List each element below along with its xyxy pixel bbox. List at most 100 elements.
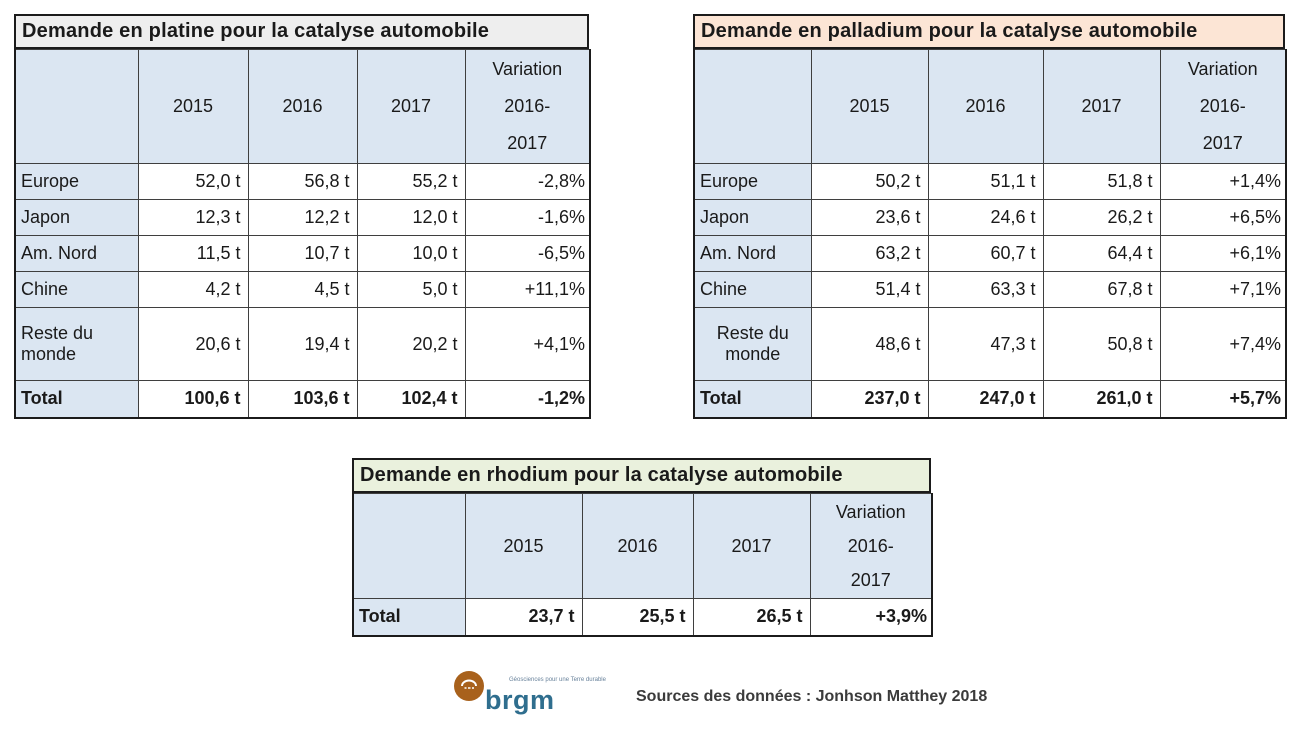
value-cell: 20,2 t <box>356 307 466 381</box>
table-row: Japon 12,3 t 12,2 t 12,0 t -1,6% <box>14 199 591 236</box>
value-cell: 48,6 t <box>810 307 929 381</box>
total-value-cell: 25,5 t <box>581 598 694 636</box>
variation-cell: -6,5% <box>464 235 591 272</box>
header-row: 2015 2016 2017 Variation 2016- 2017 <box>352 493 933 599</box>
variation-header: Variation 2016- 2017 <box>464 49 591 164</box>
sources-text: Sources des données : Jonhson Matthey 20… <box>636 688 988 705</box>
variation-cell: +7,4% <box>1159 307 1287 381</box>
value-cell: 47,3 t <box>927 307 1044 381</box>
header-row: 2015 2016 2017 Variation 2016- 2017 <box>693 49 1287 164</box>
total-row: Total 23,7 t 25,5 t 26,5 t +3,9% <box>352 598 933 636</box>
value-cell: 60,7 t <box>927 235 1044 272</box>
total-value-cell: 261,0 t <box>1042 380 1161 418</box>
value-cell: 11,5 t <box>137 235 249 272</box>
value-cell: 4,5 t <box>247 271 358 308</box>
brgm-tagline: Géosciences pour une Terre durable <box>509 677 606 683</box>
year-header-2016: 2016 <box>927 49 1044 164</box>
total-label: Total <box>352 598 466 636</box>
value-cell: 50,2 t <box>810 163 929 200</box>
total-label: Total <box>14 380 139 418</box>
value-cell: 20,6 t <box>137 307 249 381</box>
value-cell: 64,4 t <box>1042 235 1161 272</box>
variation-cell: -1,6% <box>464 199 591 236</box>
row-label: Europe <box>14 163 139 200</box>
value-cell: 12,3 t <box>137 199 249 236</box>
palladium-table: Demande en palladium pour la catalyse au… <box>693 14 1287 419</box>
variation-header-line: 2017 <box>1202 133 1243 153</box>
variation-cell: +4,1% <box>464 307 591 381</box>
value-cell: 10,7 t <box>247 235 358 272</box>
total-value-cell: 237,0 t <box>810 380 929 418</box>
total-value-cell: 103,6 t <box>247 380 358 418</box>
value-cell: 55,2 t <box>356 163 466 200</box>
row-label: Chine <box>14 271 139 308</box>
total-variation-cell: -1,2% <box>464 380 591 418</box>
variation-header-line: Variation <box>835 502 906 522</box>
footer: Géosciences pour une Terre durable brgm … <box>452 668 987 726</box>
total-row: Total 237,0 t 247,0 t 261,0 t +5,7% <box>693 380 1287 418</box>
rhodium-table: Demande en rhodium pour la catalyse auto… <box>352 458 933 637</box>
brgm-logo: Géosciences pour une Terre durable brgm <box>452 668 606 726</box>
table-row: Am. Nord 11,5 t 10,7 t 10,0 t -6,5% <box>14 235 591 272</box>
row-label: Reste du monde <box>14 307 139 381</box>
total-value-cell: 102,4 t <box>356 380 466 418</box>
corner-cell <box>693 49 812 164</box>
variation-cell: -2,8% <box>464 163 591 200</box>
value-cell: 52,0 t <box>137 163 249 200</box>
platine-table: Demande en platine pour la catalyse auto… <box>14 14 591 419</box>
value-cell: 19,4 t <box>247 307 358 381</box>
value-cell: 51,1 t <box>927 163 1044 200</box>
row-label: Am. Nord <box>693 235 812 272</box>
value-cell: 12,2 t <box>247 199 358 236</box>
table-row: Chine 51,4 t 63,3 t 67,8 t +7,1% <box>693 271 1287 308</box>
year-header-2015: 2015 <box>464 493 583 599</box>
row-label: Am. Nord <box>14 235 139 272</box>
row-label: Reste du monde <box>693 307 812 381</box>
header-row: 2015 2016 2017 Variation 2016- 2017 <box>14 49 591 164</box>
value-cell: 5,0 t <box>356 271 466 308</box>
year-header-2017: 2017 <box>692 493 811 599</box>
platine-table-title: Demande en platine pour la catalyse auto… <box>14 14 589 49</box>
row-label: Japon <box>693 199 812 236</box>
corner-cell <box>352 493 466 599</box>
value-cell: 63,2 t <box>810 235 929 272</box>
brgm-logo-icon <box>454 671 484 701</box>
table-row: Reste du monde 48,6 t 47,3 t 50,8 t +7,4… <box>693 307 1287 381</box>
variation-cell: +6,5% <box>1159 199 1287 236</box>
row-label: Japon <box>14 199 139 236</box>
total-value-cell: 247,0 t <box>927 380 1044 418</box>
total-row: Total 100,6 t 103,6 t 102,4 t -1,2% <box>14 380 591 418</box>
year-header-2017: 2017 <box>1042 49 1161 164</box>
palladium-data-grid: 2015 2016 2017 Variation 2016- 2017 Euro… <box>693 49 1287 419</box>
year-header-2017: 2017 <box>356 49 466 164</box>
variation-header: Variation 2016- 2017 <box>1159 49 1287 164</box>
value-cell: 67,8 t <box>1042 271 1161 308</box>
total-variation-cell: +5,7% <box>1159 380 1287 418</box>
variation-header-line: 2017 <box>507 133 548 153</box>
total-label: Total <box>693 380 812 418</box>
variation-header-line: 2016- <box>1199 96 1246 116</box>
variation-header-line: 2016- <box>847 536 894 556</box>
row-label: Europe <box>693 163 812 200</box>
total-value-cell: 26,5 t <box>692 598 811 636</box>
value-cell: 24,6 t <box>927 199 1044 236</box>
table-row: Chine 4,2 t 4,5 t 5,0 t +11,1% <box>14 271 591 308</box>
variation-cell: +1,4% <box>1159 163 1287 200</box>
corner-cell <box>14 49 139 164</box>
value-cell: 23,6 t <box>810 199 929 236</box>
value-cell: 4,2 t <box>137 271 249 308</box>
variation-cell: +11,1% <box>464 271 591 308</box>
value-cell: 51,8 t <box>1042 163 1161 200</box>
year-header-2015: 2015 <box>810 49 929 164</box>
variation-header-line: Variation <box>1187 59 1258 79</box>
year-header-2016: 2016 <box>581 493 694 599</box>
table-row: Europe 50,2 t 51,1 t 51,8 t +1,4% <box>693 163 1287 200</box>
platine-data-grid: 2015 2016 2017 Variation 2016- 2017 Euro… <box>14 49 591 419</box>
year-header-2015: 2015 <box>137 49 249 164</box>
value-cell: 63,3 t <box>927 271 1044 308</box>
palladium-table-title: Demande en palladium pour la catalyse au… <box>693 14 1285 49</box>
variation-header-line: Variation <box>492 59 563 79</box>
rhodium-table-title: Demande en rhodium pour la catalyse auto… <box>352 458 931 493</box>
year-header-2016: 2016 <box>247 49 358 164</box>
total-variation-cell: +3,9% <box>809 598 933 636</box>
